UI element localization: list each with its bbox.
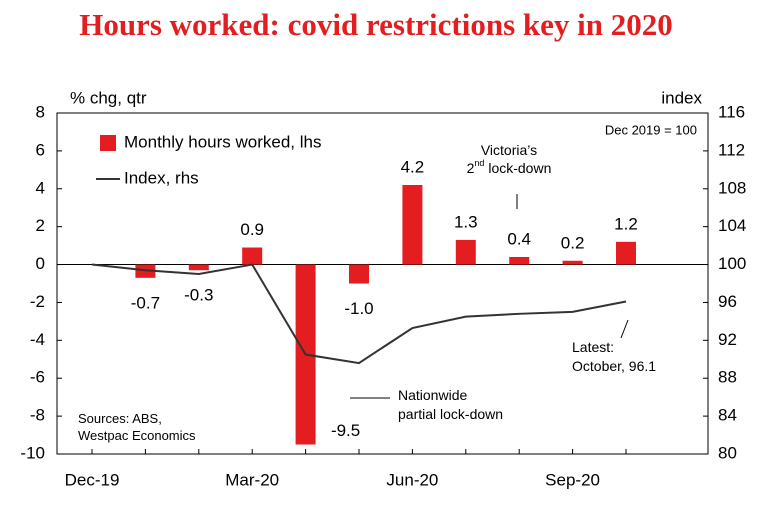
y-axis-label: % chg, qtr	[70, 88, 147, 107]
data-label: 0.2	[561, 233, 585, 252]
victoria-note: Victoria’s 2nd lock-down	[467, 142, 552, 176]
x-tick-label: Sep-20	[545, 470, 600, 489]
data-label: -1.0	[344, 299, 373, 318]
legend-label: Index, rhs	[124, 168, 199, 187]
y2-tick-label: 84	[718, 406, 737, 425]
leader-line	[620, 319, 629, 339]
y2-axis-label: index	[661, 88, 702, 107]
base-note: Dec 2019 = 100	[605, 122, 697, 137]
bar	[509, 256, 530, 265]
bar	[616, 241, 636, 265]
y2-tick-label: 104	[718, 216, 746, 235]
x-tick-label: Jun-20	[386, 470, 438, 489]
y-tick-label: -8	[30, 406, 45, 425]
plot-frame	[56, 112, 709, 455]
y-tick-label: -10	[20, 443, 45, 462]
data-label: 0.4	[507, 229, 531, 248]
legend-label: Monthly hours worked, lhs	[124, 132, 321, 151]
y2-tick-label: 92	[718, 330, 737, 349]
y2-tick-label: 96	[718, 292, 737, 311]
chart-title: Hours worked: covid restrictions key in …	[79, 7, 673, 42]
data-label: 4.2	[401, 157, 425, 176]
y2-tick-label: 112	[718, 140, 745, 159]
legend-swatch	[100, 135, 116, 151]
bar	[562, 260, 583, 265]
data-label: -0.3	[184, 286, 213, 305]
y-tick-label: 2	[36, 216, 45, 235]
y-tick-label: -4	[30, 330, 45, 349]
y-tick-label: -6	[30, 368, 45, 387]
bar	[455, 239, 476, 265]
data-label: -0.7	[131, 293, 160, 312]
latest-note: Latest: October, 96.1	[572, 339, 656, 374]
y-tick-label: 6	[36, 140, 45, 159]
data-label: 0.9	[240, 220, 264, 239]
y-tick-label: 4	[36, 178, 45, 197]
bar	[349, 264, 369, 284]
y-tick-label: 8	[36, 102, 45, 121]
y2-tick-label: 100	[718, 254, 746, 273]
y2-tick-label: 108	[718, 178, 746, 197]
y2-tick-label: 88	[718, 368, 737, 387]
data-label: 1.2	[614, 214, 638, 233]
y-tick-label: -2	[30, 292, 45, 311]
x-tick-label: Mar-20	[225, 470, 279, 489]
bar	[188, 264, 209, 271]
x-tick-label: Dec-19	[65, 470, 120, 489]
index-line	[91, 263, 627, 365]
y2-tick-label: 116	[718, 102, 745, 121]
y2-tick-label: 80	[718, 443, 737, 462]
sources-note: Sources: ABS, Westpac Economics	[78, 411, 196, 443]
bar	[402, 184, 423, 265]
y-tick-label: 0	[36, 254, 45, 273]
bar	[242, 247, 263, 265]
data-label: -9.5	[331, 421, 360, 440]
data-label: 1.3	[454, 212, 478, 231]
nationwide-note: Nationwide partial lock-down	[398, 387, 503, 422]
